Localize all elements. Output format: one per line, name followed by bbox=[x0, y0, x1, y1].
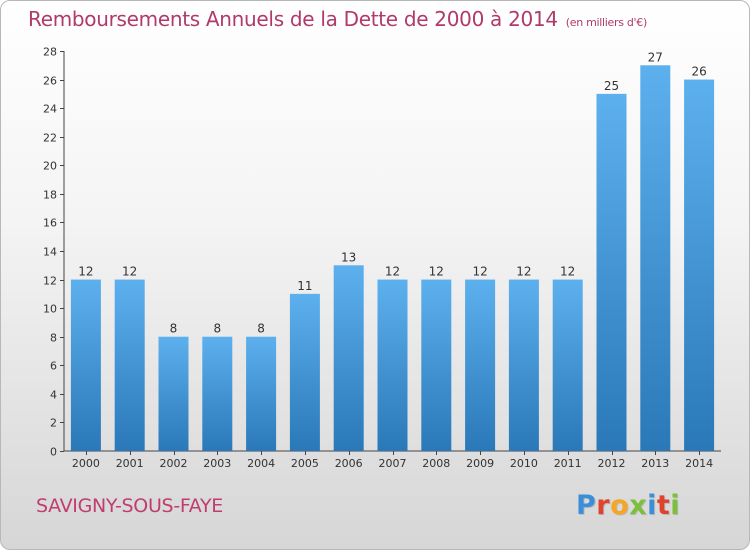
data-label: 8 bbox=[213, 322, 221, 336]
y-tick-label: 8 bbox=[50, 332, 57, 345]
data-label: 27 bbox=[648, 50, 663, 64]
chart-title-text: Remboursements Annuels de la Dette de 20… bbox=[28, 7, 558, 31]
data-label: 12 bbox=[385, 265, 400, 279]
chart-bars bbox=[70, 65, 715, 452]
y-tick-label: 26 bbox=[43, 75, 57, 88]
y-tick-label: 0 bbox=[50, 446, 57, 459]
x-tick-label: 2010 bbox=[510, 457, 538, 470]
bar bbox=[552, 279, 583, 451]
logo-letter: r bbox=[596, 490, 611, 521]
bar bbox=[333, 265, 364, 451]
logo-letter: t bbox=[656, 490, 671, 521]
x-tick-label: 2002 bbox=[160, 457, 188, 470]
x-tick-label: 2008 bbox=[422, 457, 450, 470]
y-tick-label: 16 bbox=[43, 217, 57, 230]
data-label: 8 bbox=[257, 322, 265, 336]
y-tick-label: 14 bbox=[43, 246, 57, 259]
chart-title: Remboursements Annuels de la Dette de 20… bbox=[28, 7, 647, 31]
x-tick-label: 2009 bbox=[466, 457, 494, 470]
bar bbox=[508, 279, 539, 451]
x-tick-label: 2006 bbox=[335, 457, 363, 470]
data-label: 12 bbox=[560, 265, 575, 279]
x-tick-label: 2014 bbox=[685, 457, 713, 470]
logo-letter: o bbox=[610, 490, 630, 521]
y-tick-label: 10 bbox=[43, 303, 57, 316]
logo-letter: i bbox=[670, 490, 681, 521]
y-tick-label: 4 bbox=[50, 389, 57, 402]
chart-unit-label: (en milliers d'€) bbox=[565, 16, 647, 29]
logo-letter: P bbox=[576, 490, 597, 521]
chart-data-labels: 12 12 8 8 8 11 13 12 12 12 12 12 25 27 26 bbox=[78, 50, 706, 335]
data-label: 13 bbox=[341, 250, 356, 264]
x-tick-label: 2003 bbox=[203, 457, 231, 470]
commune-name: SAVIGNY-SOUS-FAYE bbox=[36, 495, 223, 517]
data-label: 26 bbox=[691, 65, 706, 79]
bar bbox=[640, 65, 671, 452]
x-tick-label: 2013 bbox=[641, 457, 669, 470]
x-tick-label: 2007 bbox=[379, 457, 407, 470]
y-tick-label: 12 bbox=[43, 275, 57, 288]
x-tick-label: 2005 bbox=[291, 457, 319, 470]
data-label: 8 bbox=[170, 322, 178, 336]
y-tick-label: 22 bbox=[43, 132, 57, 145]
data-label: 11 bbox=[297, 279, 312, 293]
x-tick-label: 2011 bbox=[554, 457, 582, 470]
bar bbox=[377, 279, 408, 451]
x-tick-label: 2000 bbox=[72, 457, 100, 470]
bar bbox=[70, 279, 101, 451]
bar bbox=[114, 279, 145, 451]
logo-letter: i bbox=[647, 490, 657, 521]
bar bbox=[289, 293, 320, 451]
x-tick-label: 2001 bbox=[116, 457, 144, 470]
x-tick-label: 2012 bbox=[598, 457, 626, 470]
proxiti-logo: Proxiti bbox=[576, 490, 680, 521]
bar bbox=[596, 93, 627, 451]
bar bbox=[465, 279, 496, 451]
data-label: 12 bbox=[78, 265, 93, 279]
bar bbox=[246, 336, 277, 451]
logo-letter: x bbox=[629, 490, 648, 521]
data-label: 12 bbox=[429, 265, 444, 279]
y-tick-label: 20 bbox=[43, 160, 57, 173]
bar bbox=[421, 279, 452, 451]
y-tick-label: 2 bbox=[50, 417, 57, 430]
bar bbox=[202, 336, 233, 451]
x-tick-label: 2004 bbox=[247, 457, 275, 470]
data-label: 25 bbox=[604, 79, 619, 93]
y-tick-label: 28 bbox=[43, 46, 57, 59]
bar bbox=[684, 79, 715, 452]
y-tick-label: 24 bbox=[43, 103, 57, 116]
data-label: 12 bbox=[516, 265, 531, 279]
bar bbox=[158, 336, 189, 451]
data-label: 12 bbox=[472, 265, 487, 279]
y-tick-label: 18 bbox=[43, 189, 57, 202]
y-tick-label: 6 bbox=[50, 360, 57, 373]
data-label: 12 bbox=[122, 265, 137, 279]
